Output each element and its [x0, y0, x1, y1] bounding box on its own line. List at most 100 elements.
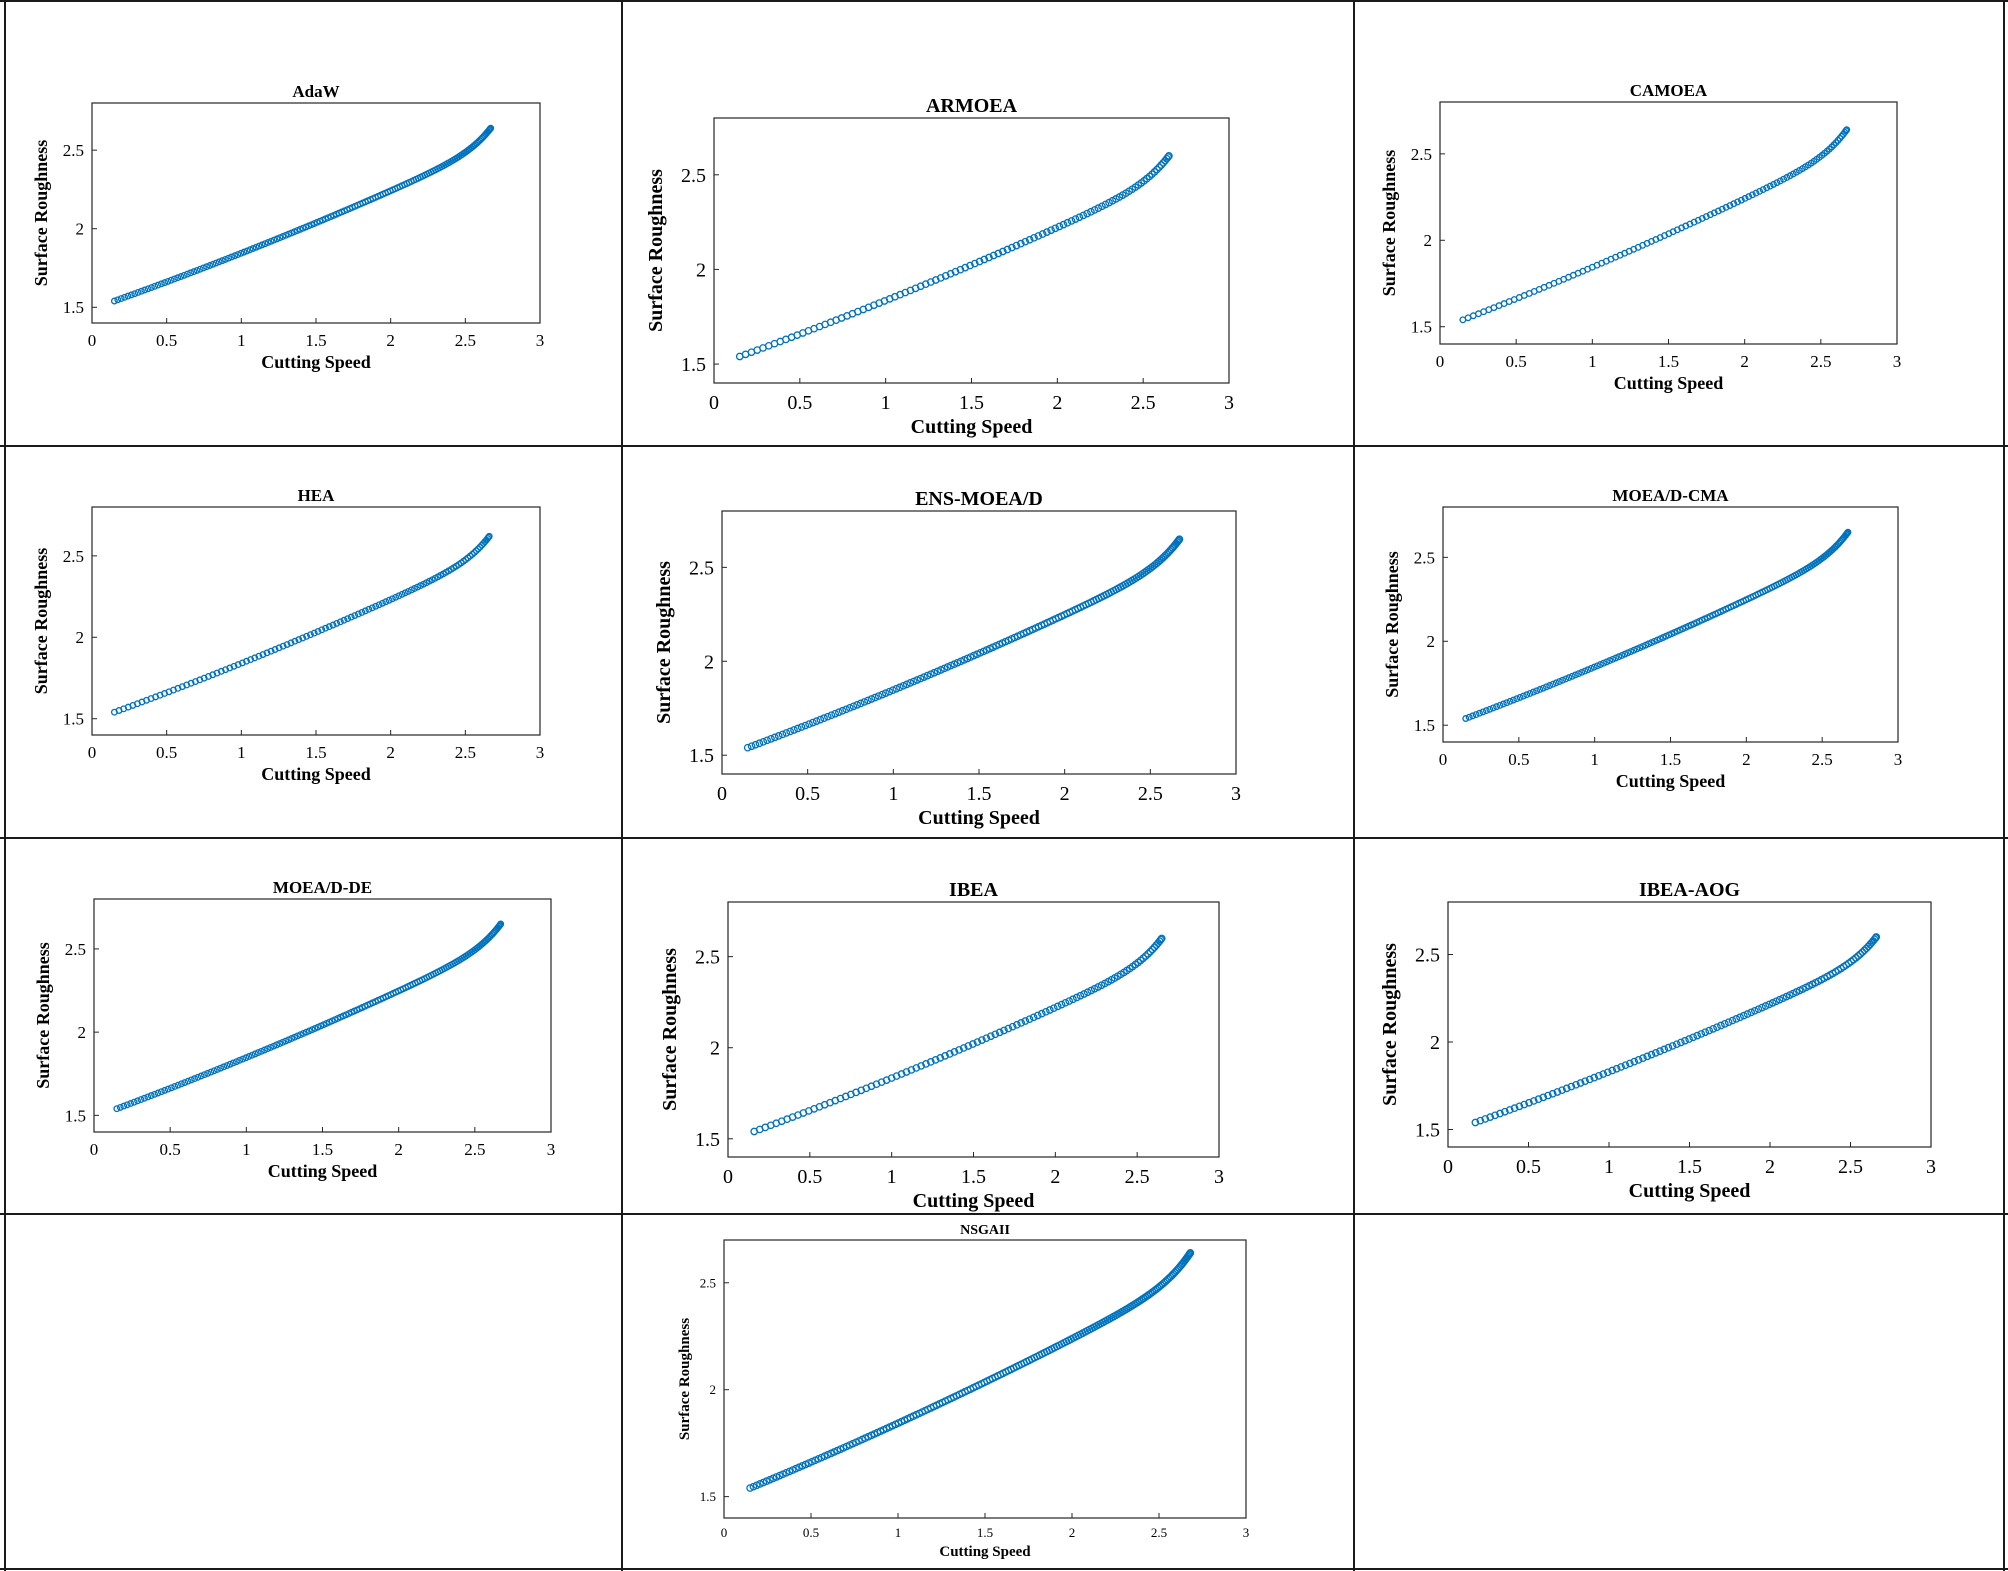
data-point: [1059, 220, 1068, 229]
x-tick-label: 0.5: [797, 1166, 822, 1188]
data-point: [797, 723, 806, 731]
x-tick-label: 0.5: [803, 1525, 819, 1540]
data-point: [154, 281, 162, 289]
data-point: [907, 1066, 916, 1074]
x-tick-label: 0: [88, 743, 97, 762]
data-point: [1750, 1006, 1759, 1015]
data-point: [1510, 1104, 1519, 1112]
data-point: [1724, 1018, 1733, 1027]
data-point: [123, 1101, 131, 1109]
data-point: [347, 613, 355, 621]
data-point: [1765, 1000, 1774, 1009]
data-point: [1571, 671, 1579, 679]
data-point: [134, 288, 142, 296]
data-point: [1525, 1098, 1533, 1107]
data-point: [287, 639, 295, 647]
data-point: [936, 1054, 945, 1062]
data-point: [306, 631, 314, 639]
x-tick-label: 2: [394, 1140, 403, 1159]
x-tick-label: 2: [1740, 352, 1749, 371]
data-point: [167, 1084, 175, 1092]
data-point: [1529, 1097, 1538, 1105]
data-point: [1584, 666, 1592, 674]
x-tick-label: 1.5: [312, 1140, 333, 1159]
data-point: [385, 596, 393, 604]
data-point: [221, 255, 229, 263]
y-tick-label: 2.5: [1411, 145, 1432, 164]
y-tick-label: 2.5: [695, 947, 720, 969]
data-point: [295, 636, 303, 644]
x-tick-label: 0: [1439, 750, 1448, 769]
x-tick-label: 2: [1050, 1166, 1060, 1188]
data-point: [1747, 1008, 1756, 1017]
data-point: [759, 737, 768, 746]
data-point: [763, 736, 771, 745]
data-point: [365, 605, 373, 613]
chart-panel: 0 0.5 1 1.5 2 2.5 3 1.5 2 2.5 IBEA Cutting Speed Sur…: [659, 879, 1224, 1212]
data-point: [1069, 995, 1077, 1004]
data-point: [1553, 1088, 1562, 1096]
data-point: [922, 1060, 930, 1068]
data-point: [926, 1058, 935, 1066]
data-point: [181, 1079, 189, 1086]
data-point: [121, 293, 129, 301]
data-point: [1034, 232, 1043, 240]
data-point: [1051, 224, 1060, 233]
chart-title: IBEA: [949, 879, 998, 901]
x-tick-label: 0: [1443, 1156, 1453, 1178]
data-point: [209, 260, 217, 268]
data-point: [197, 1072, 205, 1080]
data-point: [1754, 1005, 1763, 1014]
data-point: [1599, 1070, 1608, 1078]
x-tick-label: 3: [1926, 1156, 1936, 1178]
data-point: [255, 652, 263, 660]
data-point: [283, 641, 291, 648]
data-point: [1860, 946, 1869, 955]
x-tick-label: 0: [721, 1525, 728, 1540]
data-point: [959, 1044, 968, 1052]
data-point: [1546, 682, 1554, 689]
data-point: [141, 286, 149, 294]
table-border: [0, 0, 2008, 2]
data-point: [217, 667, 225, 675]
table-border: [1353, 0, 1355, 1571]
data-point: [1552, 679, 1560, 687]
data-point: [1029, 1013, 1038, 1022]
data-point: [1491, 1111, 1499, 1120]
x-tick-label: 0.5: [795, 783, 820, 805]
data-point: [874, 692, 883, 700]
data-point: [913, 676, 922, 684]
data-point: [1734, 198, 1742, 206]
data-point: [1758, 1003, 1766, 1012]
x-axis-label: Cutting Speed: [1614, 373, 1724, 393]
y-tick-label: 1.5: [1415, 1120, 1440, 1142]
data-point: [110, 297, 118, 305]
data-point: [217, 1064, 225, 1072]
data-point: [946, 269, 955, 278]
data-point: [1773, 179, 1781, 187]
data-point: [978, 1036, 986, 1044]
y-tick-label: 1.5: [695, 1129, 720, 1151]
y-tick-label: 1.5: [65, 1106, 86, 1125]
x-tick-label: 1: [242, 1140, 251, 1159]
data-point: [1175, 535, 1184, 544]
data-point: [209, 671, 217, 679]
x-axis-label: Cutting Speed: [268, 1161, 378, 1181]
y-tick-label: 2: [76, 220, 85, 239]
data-point: [1479, 708, 1487, 716]
data-point: [1668, 1042, 1677, 1050]
chart-title: HEA: [298, 486, 336, 505]
chart-title: NSGAII: [960, 1223, 1010, 1238]
data-point: [1155, 163, 1164, 172]
data-point: [964, 1042, 973, 1050]
data-point: [1594, 1072, 1603, 1080]
data-point: [864, 696, 872, 705]
x-tick-label: 1: [881, 392, 891, 414]
data-point: [912, 1064, 921, 1072]
data-point: [124, 292, 132, 300]
data-point: [200, 674, 208, 682]
data-point: [1476, 1116, 1485, 1125]
data-point: [230, 662, 238, 670]
data-point: [782, 729, 791, 737]
